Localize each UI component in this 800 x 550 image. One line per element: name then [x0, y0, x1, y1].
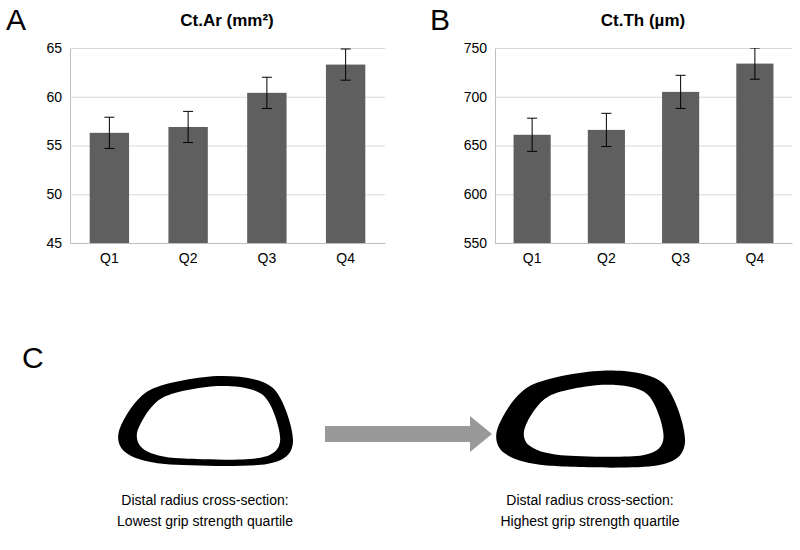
x-tick-label: Q3 [258, 250, 277, 266]
panel-label: C [22, 341, 44, 374]
error-bar-line [262, 77, 272, 108]
y-tick-label: 550 [464, 235, 488, 251]
y-tick-label: 65 [46, 40, 62, 56]
x-tick-label: Q4 [336, 250, 355, 266]
x-tick-label: Q2 [179, 250, 198, 266]
error-bar [676, 75, 686, 108]
x-axis-line [71, 243, 386, 244]
x-tick: Q4 [746, 243, 765, 266]
bar [247, 93, 286, 243]
x-tick: Q4 [336, 243, 355, 266]
y-tick-label: 650 [464, 137, 488, 153]
error-bar [104, 117, 114, 148]
x-axis-line [496, 243, 793, 244]
cortex-outer [496, 370, 685, 467]
panel-label: A [6, 3, 26, 36]
x-tick: Q3 [258, 243, 277, 266]
error-bar-line [601, 113, 611, 146]
bar [90, 133, 129, 243]
caption: Highest grip strength quartile [501, 513, 680, 529]
error-bar-line [104, 117, 114, 148]
y-tick-label: 700 [464, 89, 488, 105]
x-tick: Q1 [100, 243, 119, 266]
grid-line [495, 48, 792, 49]
caption: Distal radius cross-section: [121, 492, 288, 508]
x-tick-label: Q1 [100, 250, 119, 266]
x-tick-label: Q1 [523, 250, 542, 266]
y-tick-label: 45 [46, 235, 62, 251]
bar [736, 64, 773, 243]
y-axis: 45 50 55 60 65 [46, 40, 385, 251]
error-bar [183, 111, 193, 142]
error-bar-line [183, 111, 193, 142]
error-bar [341, 49, 351, 80]
cortex-inner [524, 385, 664, 457]
y-tick-label: 750 [464, 40, 488, 56]
x-axis: Q1 Q2 Q3 Q4 [496, 243, 793, 266]
y-tick-label: 55 [46, 137, 62, 153]
caption: Lowest grip strength quartile [117, 513, 293, 529]
y-axis: 550 600 650 700 750 [464, 40, 792, 251]
plot-area [90, 49, 366, 243]
grid-line [495, 243, 792, 244]
error-bar [527, 118, 537, 151]
bar [168, 127, 207, 243]
x-axis: Q1 Q2 Q3 Q4 [71, 243, 386, 266]
arrow-head [470, 416, 492, 452]
cross-section [496, 370, 685, 467]
y-tick-label: 50 [46, 186, 62, 202]
error-bar-line [750, 48, 760, 79]
cross-section [118, 376, 293, 466]
error-bar-line [341, 49, 351, 80]
plot-area [514, 48, 774, 243]
chart-title: Ct.Th (µm) [601, 11, 685, 30]
x-tick-label: Q2 [597, 250, 616, 266]
y-tick-label: 600 [464, 186, 488, 202]
figure: A Ct.Ar (mm²) 45 50 55 60 65 Q1 Q2 Q3 Q4 B Ct.Th (µm… [0, 0, 800, 550]
arrow-shaft [325, 426, 470, 442]
caption: Distal radius cross-section: [506, 492, 673, 508]
x-tick-label: Q4 [746, 250, 765, 266]
error-bar [601, 113, 611, 146]
panel-label: B [430, 3, 450, 36]
cortex-inner [137, 386, 280, 460]
error-bar [750, 48, 760, 79]
x-tick: Q3 [671, 243, 690, 266]
grid-line [70, 243, 385, 244]
x-tick: Q2 [179, 243, 198, 266]
x-tick-label: Q3 [671, 250, 690, 266]
grid-line [70, 48, 385, 49]
arrow [325, 416, 492, 452]
cortex-outer [118, 376, 293, 466]
diagram: C Distal radius cross-section: Lowest grip… [22, 341, 685, 529]
bar [662, 92, 699, 243]
chart-title: Ct.Ar (mm²) [180, 11, 274, 30]
x-tick: Q2 [597, 243, 616, 266]
y-tick-label: 60 [46, 89, 62, 105]
bar [326, 65, 365, 243]
error-bar [262, 77, 272, 108]
y-tick: 750 [464, 40, 792, 56]
chart: B Ct.Th (µm) 550 600 650 700 750 Q1 Q2 Q3 Q4 [430, 3, 793, 266]
x-tick: Q1 [523, 243, 542, 266]
error-bar-line [676, 75, 686, 108]
error-bar-line [527, 118, 537, 151]
chart: A Ct.Ar (mm²) 45 50 55 60 65 Q1 Q2 Q3 Q4 [6, 3, 386, 266]
y-tick: 65 [46, 40, 385, 56]
